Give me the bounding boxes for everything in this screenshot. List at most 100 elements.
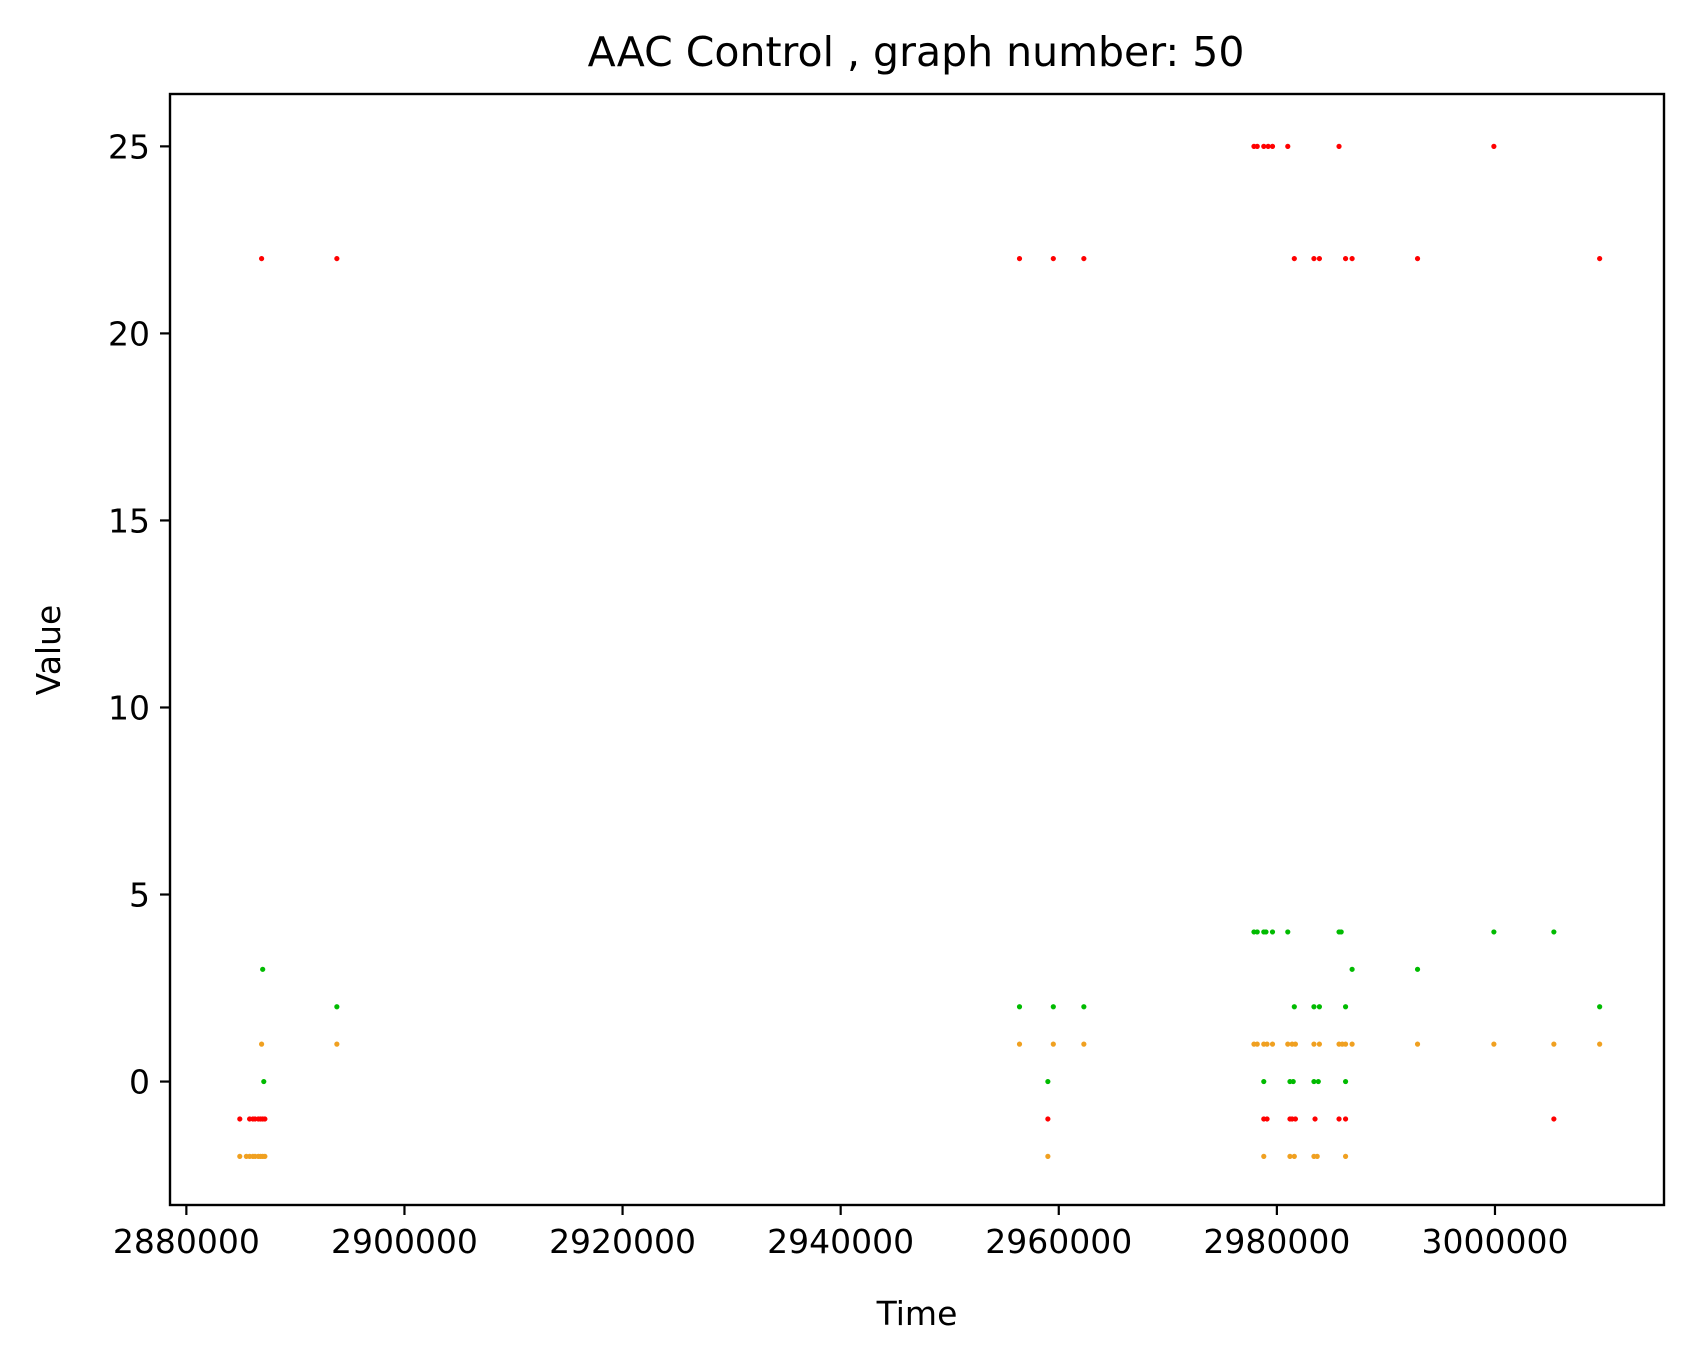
data-point [237,1153,243,1159]
data-point [262,1116,268,1122]
y-tick-label: 10 [108,688,150,727]
data-point [1414,966,1421,972]
x-tick-label: 2920000 [549,1222,696,1261]
data-point [1045,1078,1051,1085]
plot-area [168,92,1666,1207]
data-point [1342,1041,1349,1047]
x-tick-label: 2940000 [767,1222,914,1261]
x-axis-label: Time [876,1294,958,1333]
data-point [1261,1078,1267,1085]
y-tick-label: 15 [108,501,150,540]
data-point [1290,1078,1296,1085]
data-point [1349,255,1355,262]
data-point [1050,255,1056,262]
data-point [259,255,265,262]
data-point [1312,1116,1318,1122]
data-point [1314,1153,1320,1159]
data-point [1336,1116,1342,1122]
data-point [1316,1041,1322,1047]
data-point [1254,143,1260,149]
data-point [334,255,340,262]
data-point [1491,1041,1497,1047]
data-point [1287,1153,1293,1159]
y-axis-ticks: 0 5 10 15 20 25 [108,127,170,1102]
data-point [1292,1116,1299,1122]
data-point [1311,1041,1317,1047]
data-point [1551,1116,1557,1122]
data-point [1338,929,1344,935]
data-point [1269,929,1276,935]
data-point [1016,1004,1023,1010]
data-point [1597,1041,1603,1047]
series-1 [260,929,1603,1085]
series-2 [237,1041,1603,1159]
data-point [1285,929,1291,935]
data-point [1081,1004,1087,1010]
data-point [1292,1041,1299,1047]
data-point [1081,1041,1087,1047]
data-point [1342,255,1349,262]
data-point [1342,1078,1349,1085]
data-point [259,1041,265,1047]
data-point [1336,143,1342,149]
chart-title: AAC Control , graph number: 50 [588,28,1245,76]
data-point [1291,1153,1297,1159]
y-tick-label: 25 [108,127,150,166]
y-axis-label: Value [29,605,68,696]
data-point [1597,1004,1603,1010]
data-point [1265,143,1271,149]
data-point [1285,1041,1291,1047]
data-point [1264,1116,1270,1122]
data-point [1342,1116,1349,1122]
data-point [1263,929,1269,935]
data-point [1269,143,1276,149]
data-point [1597,255,1603,262]
x-tick-label: 2900000 [331,1222,478,1261]
data-point [1285,143,1291,149]
data-point [1269,1041,1276,1047]
data-point [1349,1041,1355,1047]
series-0 [237,143,1603,1122]
data-point [237,1116,243,1122]
x-tick-label: 3000000 [1421,1222,1568,1261]
data-point [1050,1004,1056,1010]
data-point [1491,929,1497,935]
data-point [1291,1004,1297,1010]
data-point [1261,1153,1267,1159]
data-point [334,1041,340,1047]
data-point [1261,143,1267,149]
data-point [1311,1078,1317,1085]
plot-frame [168,92,1666,1207]
y-tick-label: 5 [129,876,150,915]
data-point [260,966,266,972]
x-tick-label: 2980000 [1203,1222,1350,1261]
data-point [1315,1078,1321,1085]
y-tick-label: 0 [129,1063,150,1102]
data-point [1414,255,1421,262]
data-point [1254,1041,1260,1047]
data-point [1311,255,1317,262]
data-point [1045,1116,1051,1122]
data-point [1016,255,1023,262]
data-point [334,1004,340,1010]
data-point [1342,1153,1349,1159]
data-point [1264,1041,1270,1047]
y-tick-label: 20 [108,314,150,353]
data-point [1342,1004,1349,1010]
data-point [1045,1153,1051,1159]
data-point [261,1078,267,1085]
x-tick-label: 2880000 [113,1222,260,1261]
data-point [1050,1041,1056,1047]
data-point [1316,255,1322,262]
data-point [1291,255,1297,262]
data-point [1491,143,1497,149]
data-point [1414,1041,1421,1047]
data-points [237,143,1603,1159]
x-axis-ticks: 2880000 2900000 2920000 2940000 2960000 29800… [113,1205,1568,1261]
data-point [262,1153,268,1159]
data-point [1551,1041,1557,1047]
data-point [1311,1004,1317,1010]
data-point [1254,929,1260,935]
data-point [1551,929,1557,935]
